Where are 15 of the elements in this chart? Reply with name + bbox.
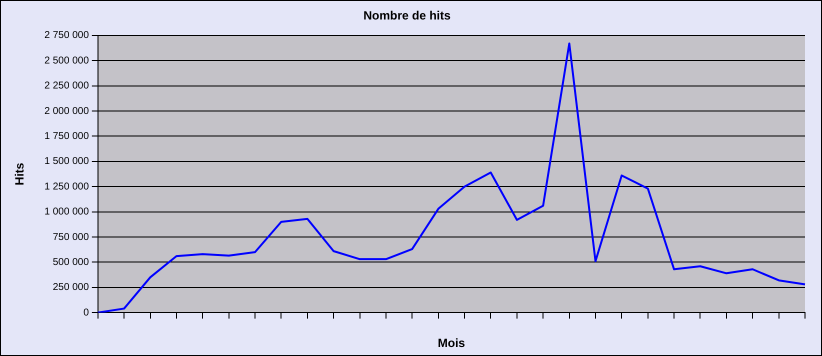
y-tick-label: 1 500 000: [44, 156, 90, 168]
y-tick-label: 1 750 000: [44, 130, 90, 142]
y-tick-label: 2 000 000: [44, 106, 90, 117]
y-tick-label: 2 750 000: [44, 30, 90, 42]
y-tick-label: 0: [83, 307, 90, 318]
y-axis-title: Hits: [12, 162, 27, 186]
y-tick-label: 750 000: [52, 232, 90, 243]
y-tick-label: 2 250 000: [44, 80, 90, 92]
chart-title: Nombre de hits: [363, 8, 451, 23]
y-tick-label: 1 250 000: [44, 181, 90, 192]
y-tick-label: 500 000: [52, 256, 90, 268]
x-axis-title: Mois: [438, 336, 466, 350]
y-tick-label: 250 000: [52, 282, 90, 294]
y-tick-label: 2 500 000: [44, 55, 90, 66]
y-tick-label: 1 000 000: [44, 206, 90, 218]
